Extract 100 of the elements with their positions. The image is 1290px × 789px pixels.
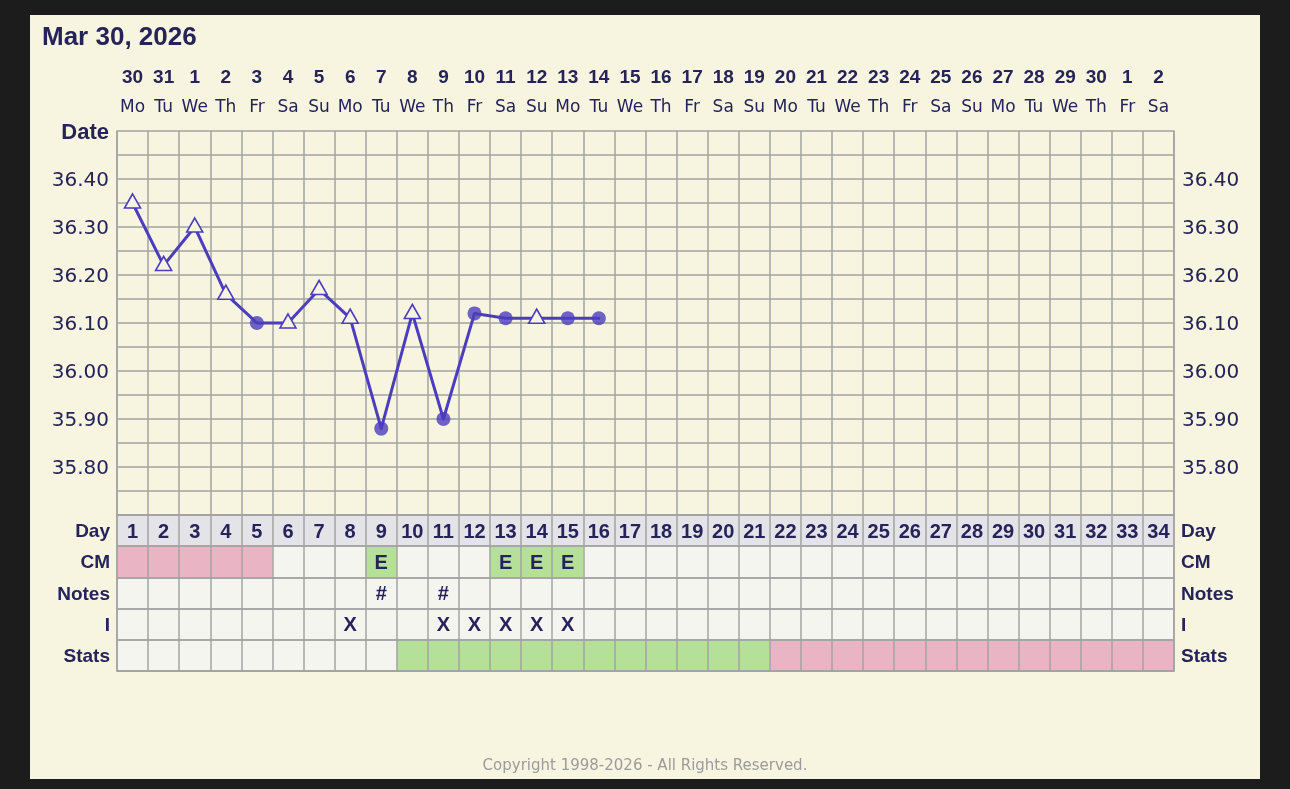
x-tick-label: 22 We [834,65,861,116]
x-tick-label: 10 Fr [463,65,486,116]
point [185,217,204,233]
y2-tick-label: 36.10 [1182,311,1240,335]
x-tick-label: 14 [525,519,549,542]
x-tick-label: 19 [681,519,704,542]
y2-tick-label: 35.80 [1182,455,1240,479]
x-tick-label: 18 [649,519,673,542]
point [374,421,389,436]
x-tick-label: 33 [1116,519,1139,542]
point [123,193,142,209]
y2-tick-label: 36.20 [1182,263,1240,287]
x-tick-label: 7 [313,519,325,542]
x-tick-label: 31 [1054,519,1077,542]
y-tick-label: 36.40 [51,167,109,191]
annotation: X [467,613,482,636]
annotation: E [530,550,544,573]
x-tick-label: 28 [960,519,984,542]
x-tick-label: 24 [836,519,860,542]
x-tick-label: 23 Th [867,65,890,116]
x-tick-label: 17 Fr [681,65,703,116]
y2-tick-label: 36.00 [1182,359,1240,383]
point [527,308,546,324]
x-tick-label: 16 [587,519,610,542]
annotation: E [561,550,575,573]
x-tick-label: 8 [344,519,356,542]
chart-title: Mar 30, 2026 [42,21,197,51]
x-tick-label: 5 [251,519,263,542]
bar [117,546,273,578]
y2-tick-label: Day [1181,520,1217,542]
x-tick-label: 15 [556,519,579,542]
x-tick-label: 29 We [1052,65,1079,116]
point [436,412,451,426]
annotation: # [375,582,387,604]
x-tick-label: 18 Sa [712,65,734,116]
x-tick-label: 25 [867,519,890,542]
x-tick-label: 10 [401,519,424,542]
y-tick-label: 36.20 [51,263,109,287]
x-tick-label: 19 Su [743,65,766,116]
y2-tick-label: Stats [1181,644,1228,666]
annotation: E [498,550,513,573]
x-tick-label: 30 [1022,519,1046,542]
annotation: X [561,613,576,636]
x-tick-label: 9 [375,519,387,542]
x-tick-label: 12 Su [525,65,548,116]
x-tick-label: 6 Mo [337,65,363,116]
x-tick-label: 32 [1085,519,1108,542]
point [467,306,482,321]
y-tick-label: 36.30 [51,215,109,239]
x-tick-label: 24 Fr [899,65,921,116]
point [217,284,235,300]
x-tick-label: 1 [126,519,139,542]
y2-tick-label: 36.30 [1182,215,1240,239]
x-tick-label: 21 [743,519,766,542]
x-tick-label: 3 Fr [249,65,265,116]
point [498,311,513,326]
x-tick-label: 4 Sa [277,65,299,116]
y-tick-label: Day [75,520,111,542]
bar [272,546,366,578]
point [154,255,173,272]
y-tick-label: 36.00 [51,359,109,383]
y2-tick-label: 36.40 [1182,167,1240,191]
x-tick-label: 6 [282,519,294,542]
x-tick-label: 27 Mo [990,65,1016,116]
annotation: E [374,550,388,573]
x-tick-label: 2 Th [214,65,237,116]
point [403,303,422,320]
x-tick-label: 7 Tu [370,65,391,116]
y-tick-label: 35.90 [51,407,109,431]
x-tick-label: 25 Sa [930,65,952,116]
x-tick-label: 9 Th [431,65,455,116]
x-tick-label: 34 [1147,519,1171,542]
y2-tick-label: 35.90 [1182,407,1240,431]
x-tick-label: 4 [220,519,233,542]
x-tick-label: 23 [805,519,828,542]
x-tick-label: 16 Th [649,65,672,116]
x-tick-label: 26 [898,519,921,542]
x-tick-label: 2 [158,519,170,542]
x-tick-label: 5 Su [308,65,330,116]
x-tick-label: 12 [463,519,486,542]
point [249,316,264,330]
x-tick-label: 27 [929,519,952,542]
annotation: X [436,613,451,636]
point [560,311,575,326]
point [279,313,297,329]
x-tick-label: 11 Sa [494,65,517,116]
x-tick-label: 14 Tu [588,65,610,116]
bar [583,546,1174,578]
point [341,308,359,324]
x-tick-label: 21 Tu [805,65,828,116]
bar [396,546,491,578]
y2-tick-label: I [1181,613,1187,635]
x-tick-label: 1 We [181,65,208,116]
x-tick-label: 15 We [616,65,644,116]
y2-tick-label: Notes [1181,582,1234,604]
x-tick-label: 13 Mo [555,65,581,116]
point [310,279,328,296]
annotation: X [343,613,358,636]
x-tick-label: 11 [432,519,454,542]
annotation: # [437,582,449,604]
